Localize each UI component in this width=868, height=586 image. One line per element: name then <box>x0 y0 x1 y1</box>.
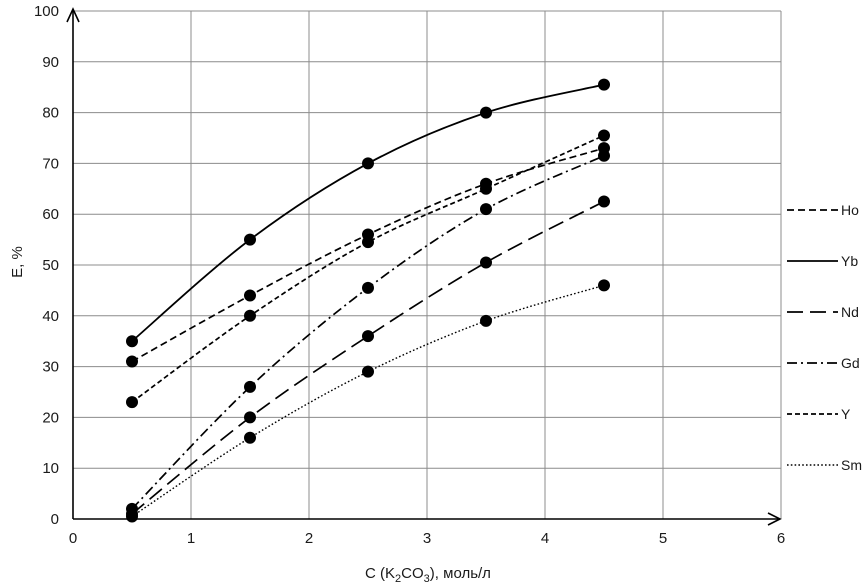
y-tick-label: 100 <box>34 3 59 20</box>
data-point-nd <box>362 330 374 343</box>
legend-label-y: Y <box>841 406 851 422</box>
data-point-yb <box>362 157 374 170</box>
y-tick-label: 30 <box>42 359 59 376</box>
y-tick-label: 20 <box>42 409 59 426</box>
x-tick-label: 2 <box>305 530 313 547</box>
data-point-nd <box>244 411 256 424</box>
grid <box>73 10 782 519</box>
data-point-sm <box>598 279 610 292</box>
series-line-sm <box>131 284 605 518</box>
y-tick-label: 70 <box>42 155 59 172</box>
data-point-sm <box>480 314 492 327</box>
data-point-sm <box>362 365 374 378</box>
legend: Ho Yb Nd Gd Y Sm <box>787 202 862 473</box>
data-point-nd <box>480 256 492 269</box>
y-tick-label: 40 <box>42 308 59 325</box>
data-point-sm <box>244 431 256 444</box>
y-tick-label: 10 <box>42 460 59 477</box>
series-line-y <box>131 134 605 403</box>
x-tick-label: 3 <box>423 530 431 547</box>
x-axis-arrow <box>767 512 782 526</box>
x-axis-title: C (K2CO3), моль/л <box>365 565 491 585</box>
series-line-nd <box>131 200 605 515</box>
y-tick-label: 60 <box>42 206 59 223</box>
data-point-gd <box>598 149 610 162</box>
legend-label-gd: Gd <box>841 355 860 371</box>
legend-label-sm: Sm <box>841 457 862 473</box>
data-point-ho <box>126 355 138 368</box>
x-tick-label: 4 <box>541 530 549 547</box>
data-point-y <box>480 182 492 195</box>
y-axis-title: E, % <box>9 246 26 278</box>
y-tick-label: 50 <box>42 257 59 274</box>
x-tick-label: 0 <box>69 530 77 547</box>
y-axis-arrow <box>66 7 80 23</box>
data-point-yb <box>480 106 492 119</box>
series-line-yb <box>131 83 605 342</box>
series-curves <box>131 83 605 518</box>
data-point-y <box>126 396 138 409</box>
y-tick-label: 80 <box>42 105 59 122</box>
data-point-yb <box>244 233 256 246</box>
legend-label-nd: Nd <box>841 304 859 320</box>
x-tick-label: 1 <box>187 530 195 547</box>
x-tick-label: 6 <box>777 530 785 547</box>
y-tick-label: 0 <box>51 511 59 528</box>
data-point-gd <box>362 281 374 294</box>
data-point-gd <box>480 203 492 216</box>
y-tick-label: 90 <box>42 54 59 71</box>
data-point-gd <box>244 380 256 393</box>
legend-label-ho: Ho <box>841 202 859 218</box>
data-point-y <box>362 236 374 249</box>
series-line-gd <box>131 155 605 510</box>
series-points <box>126 78 610 523</box>
data-point-yb <box>126 335 138 348</box>
data-point-y <box>244 309 256 322</box>
data-point-y <box>598 129 610 142</box>
legend-label-yb: Yb <box>841 253 858 269</box>
series-line-ho <box>131 147 605 363</box>
data-point-ho <box>244 289 256 302</box>
x-tick-label: 5 <box>659 530 667 547</box>
data-point-yb <box>598 78 610 91</box>
data-point-nd <box>598 195 610 208</box>
data-point-sm <box>126 510 138 523</box>
axes <box>66 7 782 526</box>
